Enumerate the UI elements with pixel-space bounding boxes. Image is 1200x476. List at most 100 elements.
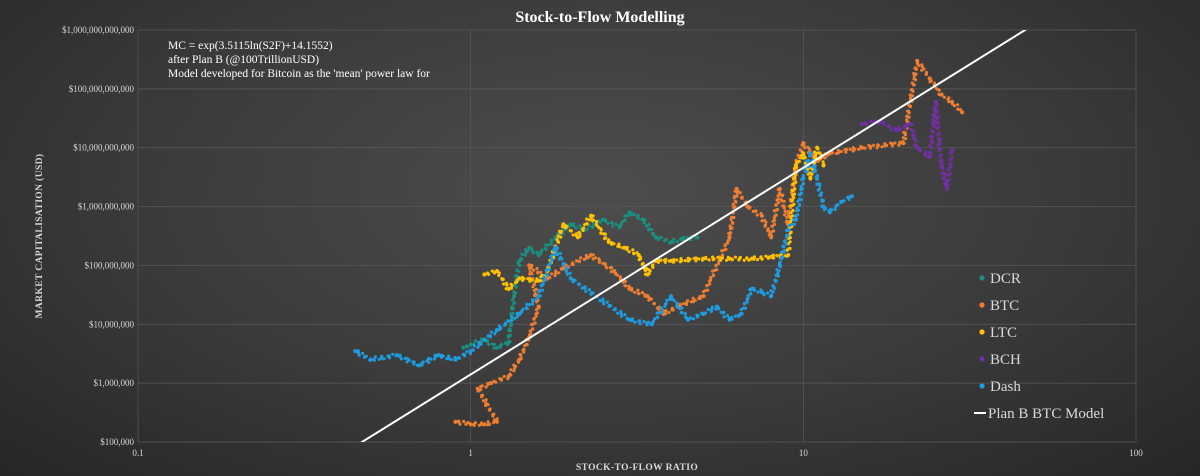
series-dot-btc [904,137,908,141]
series-dot-btc [898,141,902,145]
series-dot-btc [907,115,911,119]
series-dot-ltc [663,260,667,264]
series-dot-dcr [540,248,544,252]
series-dot-dash [620,314,624,318]
series-dot-dcr [644,224,649,228]
series-dot-ltc [724,258,729,262]
series-dot-dcr [531,251,535,255]
series-dot-ltc [591,218,596,222]
series-dot-dash [834,205,838,209]
series-dot-bch [931,141,935,145]
series-dot-ltc [694,256,698,260]
series-dot-ltc [540,273,544,277]
data-point-dcr [617,224,622,230]
series-dot-dash [457,356,462,360]
series-dot-dash [545,268,549,272]
series-dot-dash [623,313,627,317]
series-dot-dcr [510,298,514,302]
series-dot-btc [484,398,488,402]
series-dot-dash [531,299,535,303]
y-tick-label: $100,000,000,000 [69,84,135,94]
series-dot-dcr [549,239,554,243]
data-point-btc [950,99,955,104]
series-dot-dash [573,278,577,282]
series-dot-bch [940,171,944,175]
series-dot-dash [373,355,377,359]
data-point-ltc [727,256,732,261]
series-dot-ltc [528,276,532,281]
series-dot-dash [799,184,803,188]
series-dot-btc [775,207,780,212]
series-dot-dash [405,356,409,360]
series-dot-btc [910,81,914,85]
series-dot-btc [647,298,651,302]
series-dot-ltc [775,254,779,258]
legend-marker-bch [979,356,985,362]
series-dot-btc [486,382,490,387]
series-dot-btc [913,66,918,70]
series-dot-dash [675,301,679,305]
series-dash [353,151,855,368]
series-dot-ltc [788,240,792,244]
series-dot-btc [671,308,675,312]
series-dot-btc [586,255,591,259]
data-point-dcr [568,222,573,227]
data-point-dcr [695,235,700,240]
series-dot-dash [550,258,554,262]
series-dot-ltc [599,231,603,235]
series-dot-dcr [544,247,548,251]
series-dot-dcr [620,219,625,224]
series-dot-dash [746,294,750,298]
series-dot-btc [550,272,554,276]
data-point-dcr [461,345,466,350]
series-dot-dcr [611,224,615,228]
series-dot-ltc [789,231,793,235]
series-dot-bch [937,139,942,143]
series-dot-dash [584,289,588,293]
series-dot-dash [776,274,781,278]
series-dot-btc [751,209,755,213]
series-dot-btc [920,65,924,69]
series-dot-ltc [603,232,608,236]
series-dot-btc [776,201,781,205]
series-dot-bch [936,133,940,137]
annotation-credit: after Plan B (@100TrillionUSD) [168,54,319,66]
series-dot-btc [484,403,488,408]
series-dot-ltc [594,222,599,226]
series-dot-dcr [508,327,512,331]
series-dot-dcr [479,339,484,343]
series-dot-dash [813,169,818,173]
series-dot-bch [911,133,915,137]
y-tick-label: $10,000,000 [89,319,135,329]
series-dot-btc [618,275,623,279]
series-dot-dash [509,319,513,323]
data-point-btc [588,253,594,258]
series-dot-bch [912,129,916,133]
data-point-bch [950,148,955,153]
series-dot-btc [876,143,881,148]
series-dot-btc [708,279,712,283]
series-dot-dcr [591,223,595,227]
series-dot-bch [932,124,936,129]
series-dot-dash [530,302,535,306]
series-dot-dash [815,182,819,186]
series-dot-bch [927,150,932,154]
data-point-dash [517,311,522,316]
series-dot-dash [725,314,730,318]
data-point-dash [353,349,358,354]
series-dot-dash [549,255,553,259]
series-dot-btc [486,403,490,407]
data-point-btc [527,263,532,268]
series-dot-btc [764,220,768,224]
series-dot-btc [709,275,713,280]
series-dot-ltc [522,277,526,281]
series-dot-btc [773,214,777,218]
series-dot-btc [495,417,499,421]
data-point-btc [939,92,944,97]
series-dot-btc [956,103,960,107]
series-dot-dash [801,182,805,186]
series-dot-dash [655,311,659,315]
series-dot-btc [914,72,918,76]
data-point-dash [453,357,458,362]
data-point-ltc [821,163,826,168]
